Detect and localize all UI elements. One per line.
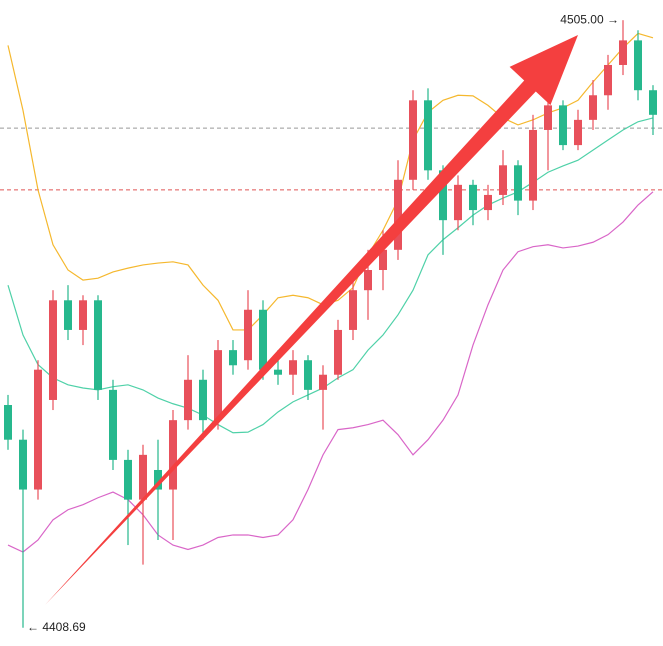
candle-body (574, 119, 582, 146)
min-label: ← 4408.69 (27, 620, 86, 634)
candle-body (604, 64, 612, 96)
candle-body (409, 100, 417, 180)
candle-body (169, 420, 177, 490)
candle-body (49, 300, 57, 400)
candle-body (304, 360, 312, 390)
candle-body (529, 129, 537, 201)
candle-body (424, 100, 432, 171)
candle-body (274, 369, 282, 375)
candle-body (484, 194, 492, 211)
band-line (7, 117, 654, 434)
candle-body (319, 374, 327, 390)
candle-body (229, 350, 237, 366)
candle-body (4, 405, 12, 440)
candle-body (454, 184, 462, 221)
candle-body (349, 290, 357, 330)
candle-body (544, 105, 552, 130)
candle-body (649, 90, 657, 115)
candle-body (619, 40, 627, 65)
candle-body (244, 309, 252, 361)
candle-body (379, 249, 387, 271)
candle-body (259, 309, 267, 370)
candle-body (334, 329, 342, 375)
candle-body (289, 360, 297, 375)
candle-body (364, 270, 372, 291)
candle-body (94, 300, 102, 390)
candle-body (469, 184, 477, 211)
candle-body (214, 350, 222, 421)
candle-body (79, 300, 87, 330)
candle-body (109, 389, 117, 460)
candle-body (394, 179, 402, 250)
candle-body (199, 379, 207, 421)
candle-body (514, 165, 522, 201)
candle-body (124, 459, 132, 500)
plot (0, 20, 663, 628)
candle-body (439, 170, 447, 221)
candle-body (64, 300, 72, 330)
band-line (7, 191, 654, 553)
candle-body (499, 165, 507, 195)
candle-body (34, 369, 42, 490)
candle-body (154, 469, 162, 490)
candle-body (139, 454, 147, 500)
candle-body (634, 40, 642, 91)
candle-body (184, 379, 192, 421)
trend-arrow (45, 35, 578, 605)
candle-body (589, 95, 597, 120)
candle-body (559, 105, 567, 146)
max-label: 4505.00 → (560, 12, 619, 26)
candle-body (19, 439, 27, 490)
